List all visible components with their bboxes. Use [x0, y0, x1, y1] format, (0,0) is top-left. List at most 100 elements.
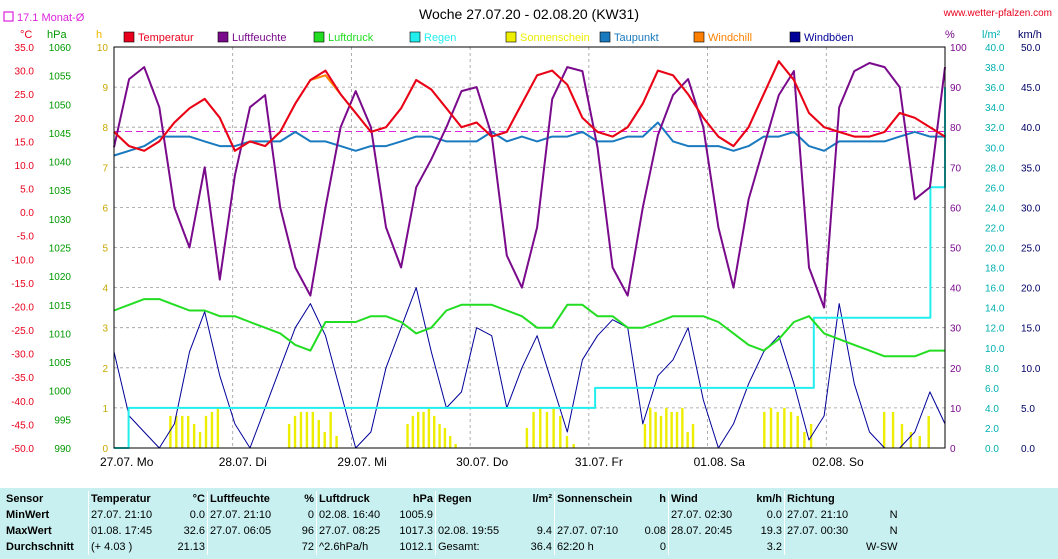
stats-header-row: Sensor Temperatur °C Luftfeuchte % Luftd…: [4, 491, 900, 507]
legend-label-2: Luftdruck: [328, 32, 374, 44]
x-label-day: 01.08. Sa: [694, 455, 746, 469]
sunshine-unit: h: [96, 29, 102, 41]
sunshine-bar: [422, 411, 425, 448]
statistics-table: Sensor Temperatur °C Luftfeuchte % Luftd…: [4, 491, 900, 555]
legend-label-5: Taupunkt: [614, 32, 659, 44]
sunshine-bar: [900, 423, 904, 448]
tick-temp: -50.0: [11, 444, 34, 455]
sunshine-bar: [329, 411, 332, 448]
tick-rain: 14.0: [985, 304, 1005, 315]
sunshine-bar: [449, 435, 452, 448]
sunshine-bar: [532, 411, 535, 448]
tick-humidity: 30: [950, 324, 962, 335]
stats-header-temperature: Temperatur: [88, 491, 168, 507]
sunshine-bar: [686, 431, 689, 448]
axis-ticks: 35.030.025.020.015.010.05.00.0-5.0-10.0-…: [11, 43, 1041, 455]
tick-rain: 8.0: [985, 364, 999, 375]
stats-cell-value: [639, 507, 669, 523]
stats-cell-time: 27.07. 07:10: [554, 523, 639, 539]
stats-cell-time: 62:20 h: [554, 539, 639, 555]
sunshine-bar: [654, 411, 657, 448]
stats-cell-time: [668, 539, 748, 555]
stats-cell-time: Gesamt:: [435, 539, 515, 555]
sunshine-bar: [323, 431, 326, 448]
tick-sunshine: 3: [102, 324, 108, 335]
stats-header-direction: Richtung: [784, 491, 864, 507]
tick-rain: 0.0: [985, 444, 999, 455]
stats-header-sunshine: Sonnenschein: [554, 491, 639, 507]
tick-rain: 32.0: [985, 123, 1005, 134]
tick-humidity: 20: [950, 364, 962, 375]
sunshine-bar: [427, 407, 431, 448]
rain-unit: l/m²: [982, 29, 1001, 41]
tick-sunshine: 5: [102, 244, 108, 255]
tick-temp: 20.0: [15, 114, 35, 125]
x-label-day: 02.08. So: [812, 455, 864, 469]
stats-cell-time: (+ 4.03 ): [88, 539, 168, 555]
sunshine-bar: [796, 415, 799, 448]
sunshine-bar: [909, 431, 913, 448]
stats-cell-time: 27.07. 06:05: [207, 523, 287, 539]
stats-cell-time: [435, 507, 515, 523]
sunshine-bar: [311, 411, 315, 448]
tick-rain: 34.0: [985, 103, 1005, 114]
humidity-unit: %: [945, 29, 955, 41]
sunshine-bar: [643, 423, 647, 448]
sunshine-bar: [299, 411, 303, 448]
tick-temp: -35.0: [11, 373, 34, 384]
stats-cell-value: [515, 507, 555, 523]
stats-cell-value: 0: [659, 541, 666, 553]
tick-humidity: 10: [950, 404, 962, 415]
x-axis-labels: 27.07. Mo 28.07. Di 29.07. Mi 30.07. Do 31.0…: [100, 455, 864, 469]
stats-cell-time: [207, 539, 287, 555]
sunshine-bar: [417, 411, 420, 448]
tick-temp: 15.0: [15, 137, 35, 148]
stats-cell-time: 01.08. 17:45: [88, 523, 168, 539]
tick-sunshine: 0: [102, 444, 108, 455]
tick-wind: 35.0: [1021, 163, 1041, 174]
legend-label-6: Windchill: [708, 32, 752, 44]
sunshine-bar: [192, 423, 196, 448]
tick-rain: 28.0: [985, 163, 1005, 174]
x-label-day: 28.07. Di: [219, 455, 267, 469]
stats-cell-time: 27.07. 21:10: [207, 507, 287, 523]
sunshine-bar: [691, 423, 695, 448]
stats-header-pressure: Luftdruck: [316, 491, 396, 507]
sunshine-bar: [454, 443, 457, 448]
tick-wind: 40.0: [1021, 123, 1041, 134]
legend-swatch-0: [123, 31, 135, 43]
wind-unit: km/h: [1018, 29, 1042, 41]
stats-cell-value: 21.13: [177, 541, 205, 553]
sunshine-bar: [335, 435, 338, 448]
tick-humidity: 0: [950, 444, 956, 455]
tick-wind: 45.0: [1021, 83, 1041, 94]
stats-cell-time: 27.07. 21:10: [784, 507, 864, 523]
stats-row-label: MaxWert: [6, 525, 52, 537]
tick-temp: 30.0: [15, 67, 35, 78]
site-link[interactable]: www.wetter-pfalzen.com: [943, 8, 1052, 19]
legend-label-4: Sonnenschein: [520, 32, 590, 44]
tick-sunshine: 2: [102, 364, 108, 375]
sunshine-bar: [927, 415, 930, 448]
stats-header-direction-unit: [864, 491, 900, 507]
tick-humidity: 70: [950, 163, 962, 174]
stats-row-avg: Durchschnitt (+ 4.03 ) 21.13 72 ^2.6hPa/…: [4, 539, 900, 555]
sunshine-bar: [918, 435, 921, 448]
sunshine-bar: [659, 415, 663, 448]
stats-row-label: Durchschnitt: [6, 541, 74, 553]
tick-humidity: 60: [950, 203, 962, 214]
tick-rain: 18.0: [985, 264, 1005, 275]
tick-temp: -10.0: [11, 255, 34, 266]
legend-label-7: Windböen: [804, 32, 854, 44]
tick-humidity: 100: [950, 43, 967, 54]
stats-cell-value: 1005.9: [399, 509, 433, 521]
stats-cell-value: 0: [307, 509, 314, 521]
tick-wind: 50.0: [1021, 43, 1041, 54]
stats-cell-time: 27.07. 21:10: [88, 507, 168, 523]
stats-cell-value: 0.0: [189, 509, 205, 521]
tick-pressure: 1025: [49, 244, 72, 255]
x-label-day: 31.07. Fr: [575, 455, 623, 469]
sunshine-bar: [891, 411, 895, 448]
series-regen: [114, 87, 946, 449]
sunshine-bar: [776, 411, 779, 448]
